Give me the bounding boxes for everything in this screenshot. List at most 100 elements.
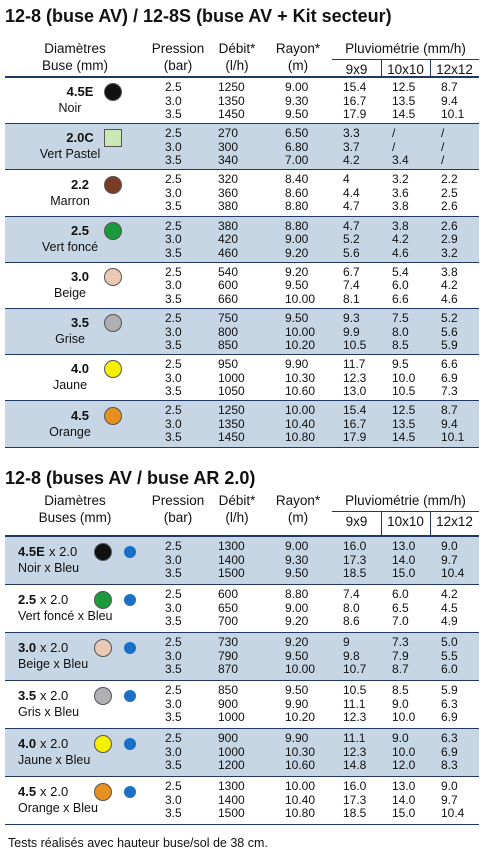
row-bg — [5, 729, 479, 776]
cell: 2.6 — [441, 218, 458, 233]
cell: 9.0 — [441, 539, 458, 553]
cell: 7.3 — [441, 384, 458, 399]
cell: 3.6 — [392, 185, 409, 200]
cell: 5.0 — [441, 635, 458, 649]
cell: 16.7 — [343, 93, 367, 108]
cell: 790 — [218, 648, 239, 663]
cell: 1350 — [218, 416, 245, 431]
cell: 1400 — [218, 552, 245, 567]
cell: 17.9 — [343, 430, 367, 445]
cell: 1300 — [218, 539, 245, 553]
cell: 270 — [218, 126, 239, 141]
cell: 8.6 — [343, 614, 360, 628]
color-marker — [124, 642, 136, 654]
rule — [5, 308, 479, 309]
cell: 3.5 — [165, 430, 182, 445]
cell: 4.7 — [343, 218, 360, 233]
cell: 10.5 — [392, 384, 416, 399]
header-label: Diamètres — [44, 41, 106, 56]
cell: 380 — [218, 218, 239, 233]
cell: 8.7 — [441, 403, 458, 418]
cell: / — [441, 126, 445, 141]
cell: 10.30 — [285, 744, 316, 759]
cell: 4.4 — [343, 185, 360, 200]
cell: 7.4 — [343, 587, 360, 601]
cell: 1300 — [218, 779, 245, 793]
nozzle-code: 2.0C — [66, 130, 94, 146]
cell: 800 — [218, 324, 239, 339]
cell: 9.3 — [343, 311, 360, 325]
cell: 12.3 — [343, 370, 367, 385]
rule — [5, 261, 479, 263]
nozzle-code: 3.0 — [18, 640, 37, 655]
rule — [5, 584, 479, 585]
cell: 1250 — [218, 80, 245, 94]
cell: 3.2 — [392, 172, 409, 187]
cell: 2.5 — [165, 403, 182, 418]
cell: 10.40 — [285, 792, 316, 807]
cell: 1000 — [218, 744, 245, 759]
cell: 1050 — [218, 384, 245, 399]
cell: 9.30 — [285, 93, 309, 108]
color-marker — [104, 406, 122, 425]
nozzle-name: Orange — [49, 424, 91, 439]
cell: 7.3 — [392, 635, 409, 649]
rule — [5, 76, 479, 78]
header-label: (m) — [287, 510, 309, 525]
cell: 7.9 — [392, 648, 409, 663]
nozzle-name: Jaune x Bleu — [18, 753, 91, 767]
cell: 7.4 — [343, 278, 360, 293]
row-bg — [5, 633, 479, 680]
cell: / — [441, 139, 445, 154]
cell: 5.2 — [343, 232, 360, 247]
header-label: (l/h) — [225, 510, 249, 525]
cell: 10.00 — [285, 403, 316, 418]
cell: 8.0 — [392, 324, 409, 339]
cell: 10.30 — [285, 370, 316, 385]
nozzle-code: 4.5E — [66, 84, 94, 100]
cell: 10.0 — [392, 370, 416, 385]
header-label: 10x10 — [387, 62, 424, 77]
cell: 17.3 — [343, 552, 367, 567]
cell: 320 — [218, 172, 239, 187]
rule — [381, 511, 382, 537]
cell: 15.0 — [392, 806, 416, 820]
cell: 12.3 — [343, 744, 367, 759]
cell: 14.0 — [392, 792, 416, 807]
color-marker — [94, 783, 112, 801]
cell: 4.9 — [441, 614, 458, 628]
cell: 600 — [218, 278, 239, 293]
cell: 8.80 — [285, 199, 309, 214]
header-label: Pression — [151, 493, 205, 508]
cell: 950 — [218, 357, 239, 372]
cell: 10.7 — [343, 662, 367, 676]
cell: 2.5 — [165, 218, 182, 233]
nozzle-suffix: x 2.0 — [40, 688, 69, 703]
cell: 8.7 — [392, 662, 409, 676]
cell: 6.6 — [441, 357, 458, 372]
cell: 6.7 — [343, 264, 360, 279]
cell: 460 — [218, 245, 239, 260]
nozzle-name: Grise — [55, 332, 85, 347]
cell: 15.0 — [392, 566, 416, 580]
cell: 12.5 — [392, 403, 416, 418]
cell: 9.00 — [285, 232, 309, 247]
cell: 6.5 — [392, 600, 409, 615]
rule — [5, 215, 479, 217]
row-bg — [5, 401, 479, 447]
cell: 2.6 — [441, 199, 458, 214]
cell: 14.8 — [343, 758, 367, 772]
cell: 3.5 — [165, 245, 182, 260]
cell: 7.00 — [285, 153, 309, 168]
cell: 5.6 — [343, 245, 360, 260]
nozzle-code: 4.5 — [18, 784, 37, 799]
cell: 300 — [218, 139, 239, 154]
cell: 4.7 — [343, 199, 360, 214]
cell: 8.80 — [285, 218, 309, 233]
header-label: 12x12 — [436, 62, 473, 77]
nozzle-code: 4.0 — [18, 736, 37, 751]
cell: 4.6 — [392, 245, 409, 260]
cell: 900 — [218, 696, 239, 711]
cell: 3.0 — [165, 744, 182, 759]
cell: 18.5 — [343, 806, 367, 820]
